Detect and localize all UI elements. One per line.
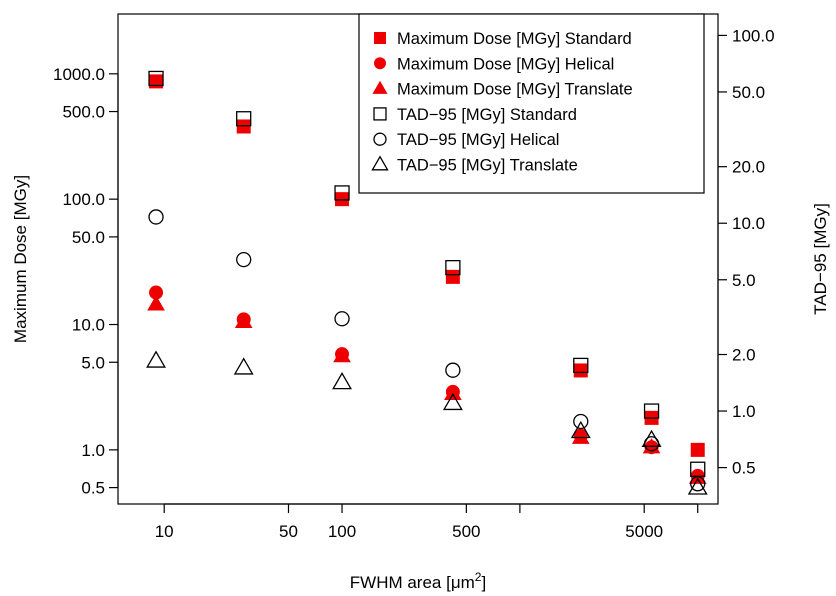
data-point (332, 372, 352, 390)
x-tick-label: 100 (328, 522, 356, 541)
y-axis-right: 0.5 1.0 2.0 5.0 10.0 20.0 50.0 100.0 (717, 26, 775, 478)
x-tick-label: 5000 (625, 522, 663, 541)
y-tick-label-right: 5.0 (732, 271, 756, 290)
y-axis-title-right: TAD−95 [MGy] (811, 203, 830, 315)
y-tick-label-left: 5.0 (81, 353, 105, 372)
data-point (442, 392, 463, 411)
x-tick-label: 500 (452, 522, 480, 541)
data-point (236, 111, 252, 127)
legend-entry: Maximum Dose [MGy] Standard (374, 30, 632, 48)
y-tick-label-right: 20.0 (732, 158, 765, 177)
x-axis: 10 50 100 500 5000 (155, 503, 699, 541)
y-tick-label-left: 0.5 (81, 479, 105, 498)
data-point (148, 209, 164, 225)
data-point (149, 74, 164, 89)
data-point (334, 311, 350, 327)
data-point (641, 429, 662, 447)
data-point (148, 70, 164, 87)
legend-marker (371, 155, 389, 171)
y-tick-label-right: 50.0 (732, 83, 765, 102)
y-tick-label-left: 500.0 (62, 103, 105, 122)
data-point (571, 428, 590, 444)
data-point (335, 192, 350, 207)
y-tick-label-left: 10.0 (72, 316, 105, 335)
y-axis-title-left: Maximum Dose [MGy] (11, 175, 30, 343)
legend-marker (373, 107, 387, 121)
data-point (147, 295, 165, 311)
data-point (445, 269, 460, 284)
data-point (149, 285, 164, 300)
series-5 (148, 209, 706, 492)
legend-marker (374, 32, 386, 44)
legend-entry: TAD−95 [MGy] Translate (371, 155, 578, 175)
x-axis-title: FWHM area [μm2] (350, 570, 486, 592)
data-point (236, 251, 252, 268)
y-tick-label-right: 10.0 (732, 214, 765, 233)
y-tick-label-right: 1.0 (732, 402, 756, 421)
data-point (146, 350, 166, 368)
x-tick-label: 50 (279, 522, 298, 541)
legend-marker (373, 132, 387, 146)
legend-marker (372, 80, 388, 94)
data-point (690, 476, 706, 492)
data-point (233, 357, 254, 375)
data-point (690, 442, 705, 457)
y-tick-label-left: 50.0 (72, 228, 105, 247)
data-point (573, 363, 588, 378)
legend-marker (374, 57, 386, 70)
data-point (334, 185, 350, 201)
legend-label: Maximum Dose [MGy] Standard (397, 30, 632, 48)
legend-label: Maximum Dose [MGy] Helical (397, 55, 614, 73)
legend: Maximum Dose [MGy] Standard Maximum Dose … (358, 13, 705, 194)
data-point (333, 346, 351, 363)
legend-label: TAD−95 [MGy] Standard (397, 106, 577, 124)
series-6 (146, 350, 708, 495)
legend-entry: Maximum Dose [MGy] Translate (372, 80, 633, 99)
data-points (146, 70, 708, 495)
data-point (573, 413, 589, 430)
legend-box (358, 13, 705, 194)
legend-entry: TAD−95 [MGy] Helical (373, 131, 559, 149)
data-point (445, 362, 461, 378)
y-axis-left: 0.5 1.0 5.0 10.0 50.0 100.0 500.0 1000.0 (53, 65, 119, 498)
series-4 (148, 70, 706, 477)
data-point (445, 260, 461, 276)
data-point (236, 119, 251, 134)
y-tick-label-right: 100.0 (732, 26, 775, 45)
legend-label: TAD−95 [MGy] Helical (397, 131, 559, 149)
y-tick-label-left: 1.0 (81, 441, 105, 460)
data-point (570, 420, 591, 439)
data-point (573, 357, 589, 374)
legend-label: TAD−95 [MGy] Translate (397, 157, 578, 175)
y-tick-label-right: 0.5 (732, 459, 756, 478)
data-point (687, 477, 708, 495)
y-tick-label-left: 1000.0 (53, 65, 105, 84)
data-point (643, 403, 660, 419)
series-2 (149, 285, 705, 483)
legend-label: Maximum Dose [MGy] Translate (397, 81, 633, 99)
series-3 (147, 295, 707, 484)
legend-entry: TAD−95 [MGy] Standard (373, 106, 577, 124)
y-tick-label-right: 2.0 (732, 346, 756, 365)
legend-entry: Maximum Dose [MGy] Helical (374, 55, 614, 73)
data-point (444, 384, 462, 400)
data-point (234, 312, 253, 329)
x-tick-label: 10 (155, 522, 174, 541)
y-tick-label-left: 100.0 (62, 190, 105, 209)
